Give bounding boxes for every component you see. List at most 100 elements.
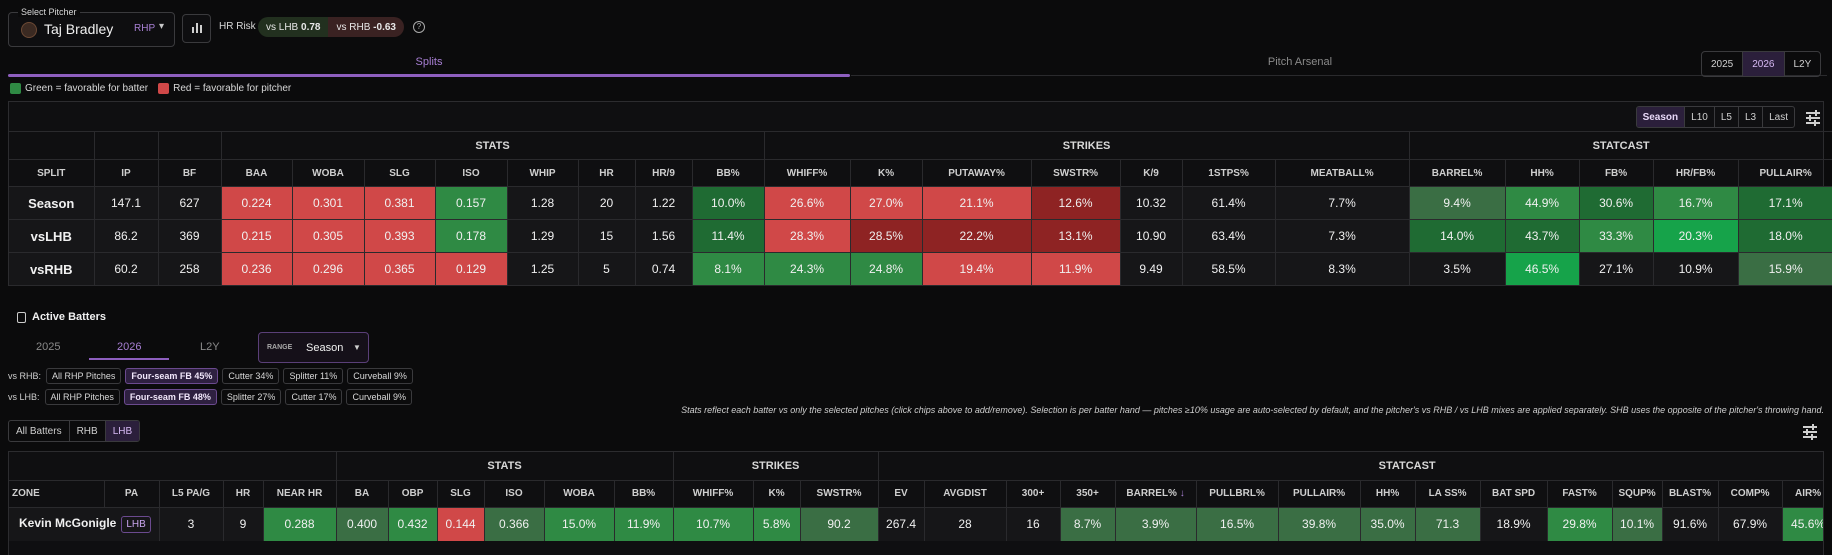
batters-header-cell[interactable]: 300+ <box>1006 480 1061 508</box>
pitch-chip[interactable]: Splitter 27% <box>220 389 282 405</box>
batters-header-cell[interactable]: HR <box>223 480 264 508</box>
column-settings-icon[interactable] <box>1806 110 1820 126</box>
batters-header-cell[interactable]: BA <box>336 480 389 508</box>
batters-header-cell[interactable]: HH% <box>1360 480 1416 508</box>
batters-header-cell[interactable]: BB% <box>614 480 674 508</box>
pitch-chip[interactable]: Four-seam FB 45% <box>125 368 219 384</box>
year-2025-button[interactable]: 2025 <box>1702 52 1744 76</box>
split-label: vsLHB <box>9 219 95 253</box>
splits-header-cell[interactable]: IP <box>94 159 159 187</box>
tab-pitch-arsenal[interactable]: Pitch Arsenal <box>1267 56 1333 68</box>
splits-header-cell[interactable]: FB% <box>1579 159 1654 187</box>
batters-header-cell[interactable]: OBP <box>388 480 438 508</box>
hr-risk-label: HR Risk <box>219 21 256 32</box>
split-cell: 0.74 <box>635 252 693 286</box>
batters-header-cell[interactable]: AIR% <box>1782 480 1823 508</box>
splits-header-cell[interactable]: BF <box>158 159 222 187</box>
vs-rhb-chip-row: vs RHB: All RHP Pitches Four-seam FB 45%… <box>8 368 417 384</box>
splits-header-cell[interactable]: MEATBALL% <box>1275 159 1410 187</box>
batters-header-cell[interactable]: L5 PA/G <box>159 480 224 508</box>
pitch-chip[interactable]: Four-seam FB 48% <box>123 389 217 405</box>
batter-row[interactable]: Kevin McGonigle LHB 3 9 0.288 0.400 0.432 0.144… <box>9 507 1823 541</box>
batter-cell: 0.432 <box>388 507 438 541</box>
range-l10-button[interactable]: L10 <box>1685 107 1715 127</box>
year-l2y-button[interactable]: L2Y <box>1793 58 1812 70</box>
hand-all-button[interactable]: All Batters <box>9 421 70 441</box>
batters-header-cell[interactable]: FAST% <box>1547 480 1613 508</box>
range-select[interactable]: RANGE Season ▼ <box>258 332 369 363</box>
batters-header-cell[interactable]: ZONE <box>9 480 105 508</box>
pitcher-select[interactable]: Select Pitcher Taj Bradley RHP ▾ <box>8 7 175 47</box>
pitch-chip[interactable]: Cutter 17% <box>285 389 343 405</box>
batters-header-cell[interactable]: AVGDIST <box>924 480 1007 508</box>
chart-view-button[interactable] <box>182 14 211 43</box>
batter-cell: 29.8% <box>1547 507 1613 541</box>
batter-cell: 5.8% <box>753 507 801 541</box>
splits-header-cell[interactable]: SWSTR% <box>1031 159 1121 187</box>
batters-header-cell[interactable]: PULLAIR% <box>1278 480 1361 508</box>
batters-header-cell[interactable]: NEAR HR <box>263 480 337 508</box>
range-season-button[interactable]: Season <box>1636 107 1686 127</box>
batters-header-cell[interactable]: EV <box>878 480 925 508</box>
splits-header-cell[interactable]: SPLIT <box>9 159 95 187</box>
batters-header-cell[interactable]: COMP% <box>1718 480 1783 508</box>
pitch-chip[interactable]: Splitter 11% <box>283 368 344 384</box>
batters-header-cell[interactable]: BLAST% <box>1662 480 1719 508</box>
split-cell: 0.381 <box>364 186 436 220</box>
range-last-button[interactable]: Last <box>1769 111 1788 123</box>
splits-header-cell[interactable]: K/9 <box>1120 159 1183 187</box>
splits-header-cell[interactable]: ISO <box>435 159 508 187</box>
batters-header-cell[interactable]: WOBA <box>544 480 615 508</box>
split-cell: 1.29 <box>507 219 579 253</box>
batters-header-cell[interactable]: LA SS% <box>1415 480 1481 508</box>
splits-panel: Season L10 L5 L3 Last STATS STRIKES STAT… <box>8 101 1832 286</box>
splits-header-cell[interactable]: HR/9 <box>635 159 693 187</box>
splits-header-cell[interactable]: WOBA <box>292 159 365 187</box>
splits-header-cell[interactable]: 1STPS% <box>1182 159 1276 187</box>
splits-header-cell[interactable]: BB% <box>692 159 765 187</box>
year-2026-button[interactable]: 2026 <box>1743 52 1785 76</box>
splits-header-cell[interactable]: PUTAWAY% <box>922 159 1032 187</box>
batters-header-cell[interactable]: BAT SPD <box>1480 480 1548 508</box>
batter-cell: 39.8% <box>1278 507 1361 541</box>
pitch-chip[interactable]: All RHP Pitches <box>46 368 122 384</box>
batter-name-cell[interactable]: Kevin McGonigle LHB <box>9 507 160 541</box>
splits-header-cell[interactable]: HR/FB% <box>1653 159 1739 187</box>
splits-header-cell[interactable]: PULLAIR% <box>1738 159 1832 187</box>
pitch-chip[interactable]: Curveball 9% <box>346 389 412 405</box>
batters-header-cell[interactable]: K% <box>753 480 801 508</box>
ab-year-2026-tab[interactable]: 2026 <box>117 341 142 353</box>
ab-year-2025-tab[interactable]: 2025 <box>36 341 61 353</box>
batter-cell: 9 <box>223 507 264 541</box>
tab-splits[interactable]: Splits <box>415 56 443 68</box>
batters-header-cell[interactable]: 350+ <box>1060 480 1116 508</box>
splits-header-cell[interactable]: HR <box>578 159 636 187</box>
batters-header-cell[interactable]: SLG <box>437 480 485 508</box>
batters-header-cell[interactable]: PULLBRL% <box>1196 480 1279 508</box>
hand-lhb-button[interactable]: LHB <box>105 421 140 441</box>
batters-header-cell[interactable]: BARREL% ↓ <box>1115 480 1197 508</box>
batters-header-cell[interactable]: SWSTR% <box>800 480 879 508</box>
range-l5-button[interactable]: L5 <box>1715 107 1739 127</box>
splits-header-cell[interactable]: SLG <box>364 159 436 187</box>
pitch-chip[interactable]: Cutter 34% <box>222 368 280 384</box>
hand-rhb-button[interactable]: RHB <box>70 421 106 441</box>
batter-cell: 10.1% <box>1612 507 1663 541</box>
pitch-chip[interactable]: Curveball 9% <box>347 368 413 384</box>
splits-header-cell[interactable]: BARREL% <box>1409 159 1506 187</box>
batters-header-cell[interactable]: PA <box>104 480 160 508</box>
range-l3-button[interactable]: L3 <box>1739 107 1764 127</box>
splits-header-cell[interactable]: WHIFF% <box>764 159 851 187</box>
column-settings-icon[interactable] <box>1803 424 1817 440</box>
batters-header-cell[interactable]: ISO <box>484 480 545 508</box>
splits-header-cell[interactable]: K% <box>850 159 923 187</box>
batters-header-cell[interactable]: SQUP% <box>1612 480 1663 508</box>
splits-header-cell[interactable]: WHIP <box>507 159 579 187</box>
help-icon[interactable]: ? <box>413 21 425 33</box>
batters-header-cell[interactable]: WHIFF% <box>673 480 754 508</box>
splits-header-cell[interactable]: BAA <box>221 159 293 187</box>
batter-name[interactable]: Kevin McGonigle <box>19 515 117 530</box>
ab-year-l2y-tab[interactable]: L2Y <box>200 341 220 353</box>
pitch-chip[interactable]: All RHP Pitches <box>44 389 120 405</box>
splits-header-cell[interactable]: HH% <box>1505 159 1580 187</box>
